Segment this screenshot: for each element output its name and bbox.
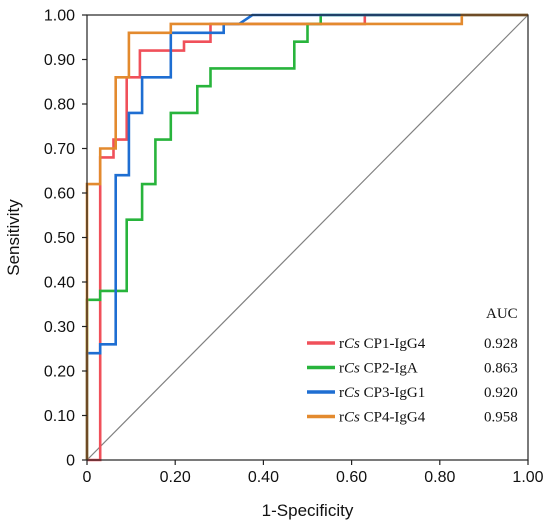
- x-tick-label: 0.80: [424, 469, 455, 486]
- legend-auc-2: 0.863: [484, 361, 518, 377]
- legend: AUC rCs CP1-IgG4 0.928 rCs CP2-IgA 0.863 rCs …: [307, 306, 518, 426]
- series-line-2: [85, 13, 528, 460]
- y-tick-label: 0.10: [44, 408, 75, 425]
- y-axis-title: Sensitivity: [4, 199, 23, 276]
- legend-label-3: rCs CP3-IgG1: [339, 385, 425, 401]
- y-tick-label: 0.50: [44, 230, 75, 247]
- y-tick-label: 0.70: [44, 141, 75, 158]
- y-tick-label: 0.30: [44, 319, 75, 336]
- legend-header: AUC: [486, 306, 518, 322]
- series-line-4: [85, 13, 528, 460]
- x-tick-label: 0: [83, 469, 92, 486]
- legend-auc-4: 0.958: [484, 410, 518, 426]
- legend-auc-3: 0.920: [484, 385, 518, 401]
- legend-label-4: rCs CP4-IgG4: [339, 410, 426, 426]
- y-tick-label: 0.40: [44, 275, 75, 292]
- axes: 0 0.20 0.40 0.60 0.80 1.00 0 0.10 0.20 0.30 0.40 0.…: [4, 8, 544, 521]
- y-tick-label: 0.20: [44, 364, 75, 381]
- y-tick-label: 0: [66, 453, 75, 470]
- x-tick-label: 1.00: [512, 469, 543, 486]
- legend-label-1: rCs CP1-IgG4: [339, 336, 426, 352]
- plot-area: [85, 13, 529, 462]
- legend-label-2: rCs CP2-IgA: [339, 361, 418, 377]
- legend-auc-1: 0.928: [484, 336, 518, 352]
- y-tick-label: 0.80: [44, 97, 75, 114]
- diagonal-reference-line: [86, 14, 529, 461]
- y-tick-label: 0.90: [44, 52, 75, 69]
- x-axis-title: 1-Specificity: [262, 501, 354, 520]
- y-tick-label: 0.60: [44, 186, 75, 203]
- y-tick-label: 1.00: [44, 8, 75, 25]
- x-tick-label: 0.40: [248, 469, 279, 486]
- x-tick-label: 0.60: [336, 469, 367, 486]
- x-tick-label: 0.20: [160, 469, 191, 486]
